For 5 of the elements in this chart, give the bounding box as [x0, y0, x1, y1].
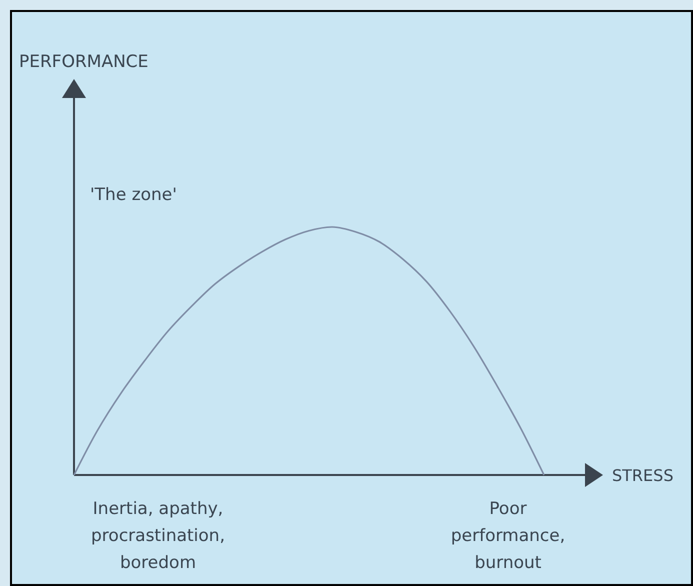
- text: Poor performance, burnout: [450, 499, 566, 573]
- x-axis-title: STRESS: [612, 466, 674, 485]
- text: 'The zone': [90, 185, 177, 205]
- text: Inertia, apathy, procrastination, boredom: [91, 499, 225, 573]
- text: PERFORMANCE: [19, 52, 148, 72]
